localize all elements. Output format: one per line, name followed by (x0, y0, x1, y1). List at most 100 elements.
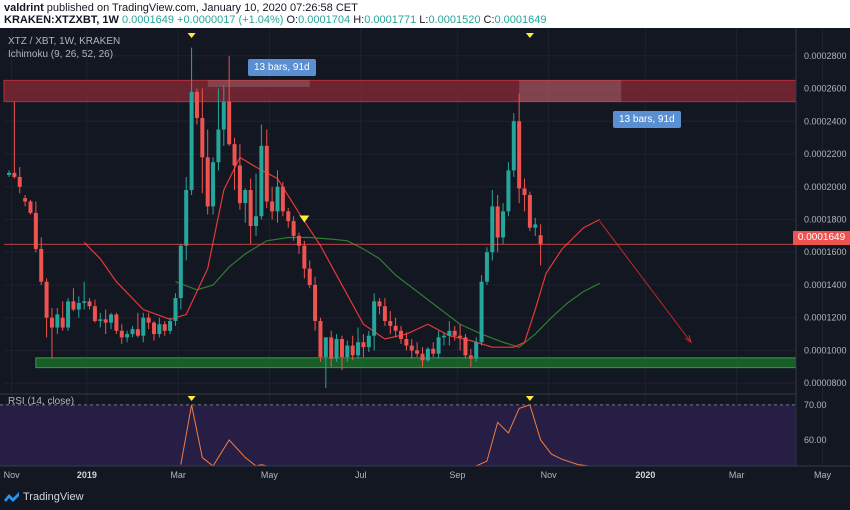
candle-down (302, 245, 307, 269)
time-tick-label: Mar (729, 470, 745, 480)
price-tick-label: 0.0001400 (804, 280, 847, 290)
rsi-marker-icon (525, 396, 534, 401)
candle-down (409, 345, 414, 351)
brand-name: TradingView (23, 491, 84, 503)
bar-count-tooltip: 13 bars, 91d (248, 59, 316, 76)
candle-down (12, 172, 17, 177)
candle-down (350, 345, 355, 356)
price-tick-label: 0.0000800 (804, 378, 847, 388)
candle-down (103, 319, 108, 323)
candle-up (76, 302, 81, 310)
symbol-label: KRAKEN:XTZXBT, 1W (4, 14, 119, 26)
price-tick-label: 0.0001000 (804, 345, 847, 355)
time-tick-label: Sep (449, 470, 465, 480)
candle-down (313, 284, 318, 321)
candle-down (318, 320, 323, 357)
high-label: H: (353, 14, 365, 26)
bar-span-box (207, 80, 310, 87)
author-name[interactable]: valdrint (4, 2, 44, 14)
candle-up (323, 337, 328, 357)
candle-down (151, 322, 156, 335)
candle-up (259, 145, 264, 217)
candle-down (237, 165, 242, 204)
high-value: 0.0001771 (364, 14, 417, 26)
candle-up (184, 190, 189, 246)
candle-down (17, 176, 22, 187)
candle-down (291, 221, 296, 236)
candle-down (270, 201, 275, 212)
close-value: 0.0001649 (494, 14, 547, 26)
support-zone (35, 357, 797, 369)
candle-down (527, 194, 532, 228)
candle-down (393, 325, 398, 331)
time-tick-label: 2019 (77, 470, 97, 480)
candle-up (125, 334, 130, 338)
candle-down (339, 338, 344, 357)
candle-up (334, 338, 339, 359)
candle-up (66, 301, 71, 328)
projection-arrowhead (684, 335, 692, 344)
tenkan-sen-line (83, 156, 600, 348)
publish-text: published on TradingView.com, January 10… (46, 2, 358, 14)
candle-down (399, 330, 404, 339)
rsi-legend[interactable]: RSI (14, close) (8, 396, 75, 407)
time-tick-label: Jul (355, 470, 367, 480)
candle-down (44, 281, 49, 318)
candle-down (361, 342, 366, 348)
candle-down (200, 118, 205, 158)
candle-up (168, 320, 173, 331)
candle-down (135, 329, 140, 336)
candle-up (82, 301, 87, 303)
low-label: L: (419, 14, 429, 26)
candle-up (484, 252, 489, 282)
tradingview-brand[interactable]: TradingView (4, 491, 84, 503)
candle-down (280, 186, 285, 212)
candle-up (275, 186, 280, 212)
candle-down (388, 320, 393, 326)
candle-up (178, 245, 183, 299)
open-label: O: (286, 14, 299, 26)
ohlc-line: KRAKEN:XTZXBT, 1W 0.0001649 +0.0000017 (… (4, 14, 547, 26)
resistance-zone (3, 79, 797, 103)
low-value: 0.0001520 (428, 14, 481, 26)
price-change: +0.0000017 (+1.04%) (177, 14, 284, 26)
bar-span-box (519, 80, 622, 102)
ichimoku-legend[interactable]: Ichimoku (9, 26, 52, 26) (8, 49, 114, 60)
candle-up (501, 211, 506, 238)
candle-up (243, 190, 248, 204)
rsi-marker-icon (187, 396, 196, 401)
candle-down (264, 145, 269, 202)
candle-down (146, 317, 151, 323)
chart-title: XTZ / XBT, 1W, KRAKEN (8, 36, 121, 47)
candle-down (28, 201, 33, 213)
candle-up (474, 342, 479, 359)
candle-up (441, 335, 446, 338)
projection-line (599, 220, 692, 343)
top-marker-icon (525, 33, 534, 38)
price-tick-label: 0.0001200 (804, 313, 847, 323)
candle-down (39, 248, 44, 282)
candle-up (189, 91, 194, 191)
candle-up (221, 101, 226, 130)
candle-down (522, 188, 527, 195)
candle-up (254, 216, 259, 227)
candle-up (157, 324, 162, 335)
last-price: 0.0001649 (121, 14, 174, 26)
candle-down (205, 157, 210, 207)
candle-down (71, 301, 76, 310)
candle-down (538, 235, 543, 245)
price-chart[interactable]: 0.0002800 0.0002600 0.0002400 0.0002200 0.00… (0, 28, 850, 487)
candle-down (296, 235, 301, 246)
candle-up (533, 224, 538, 228)
price-tick-label: 0.0001800 (804, 215, 847, 225)
candle-down (227, 101, 232, 145)
candle-up (55, 314, 60, 328)
candle-up (98, 319, 103, 321)
candle-down (119, 330, 124, 338)
top-marker-icon (187, 33, 196, 38)
candle-down (307, 268, 312, 285)
price-tick-label: 0.0002600 (804, 84, 847, 94)
candle-up (366, 335, 371, 348)
candle-down (404, 338, 409, 346)
time-tick-label: Nov (541, 470, 558, 480)
